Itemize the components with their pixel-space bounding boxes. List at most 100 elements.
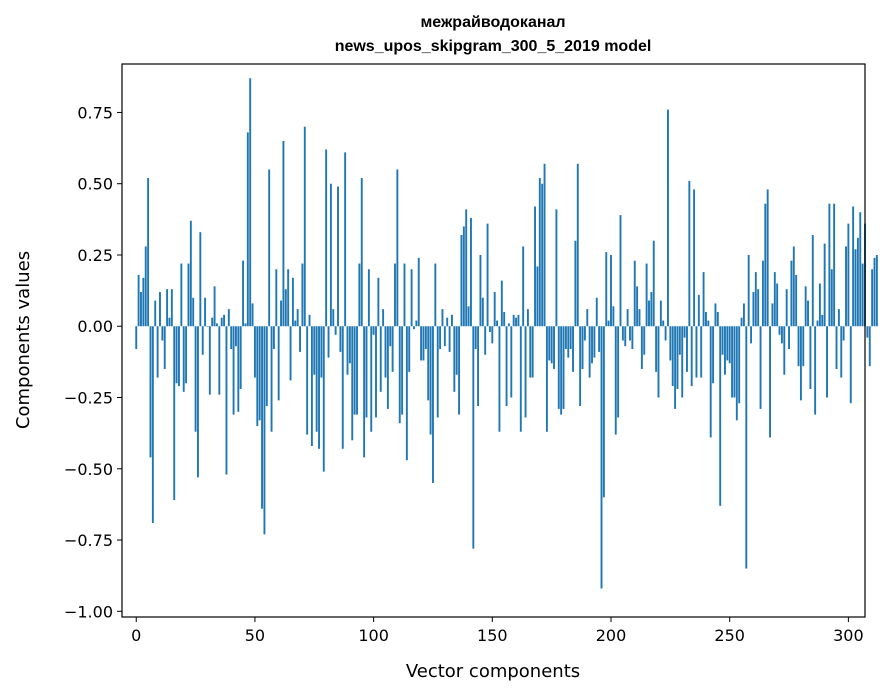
bar bbox=[588, 326, 591, 378]
bar bbox=[591, 326, 593, 364]
y-tick-label: 0.25 bbox=[77, 246, 113, 265]
bar bbox=[424, 326, 427, 350]
bar bbox=[769, 326, 771, 438]
bar bbox=[830, 269, 833, 327]
bar bbox=[182, 326, 185, 392]
bar bbox=[517, 314, 520, 327]
bar bbox=[610, 254, 612, 327]
bar bbox=[671, 326, 674, 387]
bar bbox=[199, 232, 202, 327]
bar bbox=[320, 326, 323, 378]
bar bbox=[272, 326, 275, 350]
bar bbox=[626, 309, 629, 327]
bar bbox=[253, 326, 256, 378]
bar bbox=[477, 326, 480, 407]
x-tick-label: 50 bbox=[245, 626, 265, 645]
y-tick-label: −0.25 bbox=[64, 389, 113, 408]
bar bbox=[797, 326, 800, 367]
bar bbox=[761, 260, 764, 327]
bar bbox=[859, 212, 862, 327]
bar bbox=[617, 326, 620, 418]
bar bbox=[405, 326, 408, 461]
bar bbox=[363, 326, 366, 458]
bar bbox=[783, 326, 786, 375]
bar bbox=[175, 326, 178, 384]
bar bbox=[693, 189, 696, 327]
bar bbox=[230, 326, 233, 350]
bar bbox=[201, 326, 204, 355]
bar bbox=[434, 263, 437, 327]
bar bbox=[605, 252, 608, 327]
bar bbox=[714, 303, 717, 327]
bar bbox=[413, 326, 415, 330]
bar bbox=[804, 286, 807, 327]
bar bbox=[308, 314, 311, 327]
x-tick-label: 200 bbox=[596, 626, 627, 645]
bar bbox=[686, 326, 688, 372]
bar bbox=[809, 326, 812, 389]
bar bbox=[310, 326, 313, 446]
bar bbox=[555, 209, 558, 327]
bar bbox=[303, 126, 306, 327]
bar bbox=[852, 206, 855, 327]
bar bbox=[486, 223, 489, 327]
bar bbox=[854, 249, 857, 327]
bar bbox=[484, 326, 487, 355]
bar bbox=[712, 326, 715, 384]
bar bbox=[154, 300, 157, 327]
x-axis-label: Vector components bbox=[406, 661, 580, 682]
bar bbox=[818, 283, 821, 327]
bar bbox=[778, 326, 781, 335]
bar bbox=[479, 254, 482, 327]
bar bbox=[695, 326, 698, 378]
bar bbox=[367, 269, 370, 327]
bar bbox=[842, 326, 845, 341]
bar bbox=[662, 320, 665, 327]
bar bbox=[268, 169, 271, 327]
bar bbox=[140, 292, 142, 327]
bar bbox=[657, 326, 660, 398]
bar bbox=[545, 326, 548, 432]
bar bbox=[790, 260, 793, 327]
bar bbox=[493, 292, 496, 327]
bar bbox=[234, 326, 237, 347]
bar bbox=[280, 300, 282, 327]
chart-title: межрайводоканал bbox=[420, 14, 565, 31]
bar bbox=[194, 326, 197, 432]
bar bbox=[776, 283, 779, 327]
bar bbox=[339, 326, 342, 352]
bar bbox=[220, 317, 223, 327]
bar bbox=[697, 294, 700, 327]
bar bbox=[282, 140, 285, 327]
bar bbox=[576, 163, 579, 327]
bar bbox=[398, 326, 401, 424]
bar bbox=[624, 326, 627, 347]
bar bbox=[465, 209, 468, 327]
bar bbox=[315, 326, 318, 432]
y-tick-label: −0.50 bbox=[64, 460, 113, 479]
bar bbox=[365, 326, 368, 418]
bar bbox=[455, 326, 458, 375]
bar bbox=[460, 235, 463, 327]
bar bbox=[731, 326, 734, 398]
bar bbox=[650, 292, 653, 327]
bar bbox=[659, 300, 662, 327]
bar bbox=[147, 178, 150, 327]
bar bbox=[560, 326, 563, 415]
bar bbox=[840, 326, 843, 378]
bar bbox=[837, 309, 840, 327]
bar bbox=[705, 311, 707, 327]
bar bbox=[655, 326, 658, 372]
bar bbox=[524, 326, 527, 418]
bar bbox=[543, 163, 546, 327]
bar bbox=[353, 326, 356, 415]
bar bbox=[519, 326, 522, 432]
bar bbox=[633, 260, 636, 327]
bar bbox=[432, 326, 434, 484]
bar bbox=[218, 326, 221, 395]
bar bbox=[358, 263, 361, 327]
bar bbox=[567, 326, 570, 358]
bar bbox=[726, 326, 729, 361]
bar bbox=[716, 311, 719, 327]
